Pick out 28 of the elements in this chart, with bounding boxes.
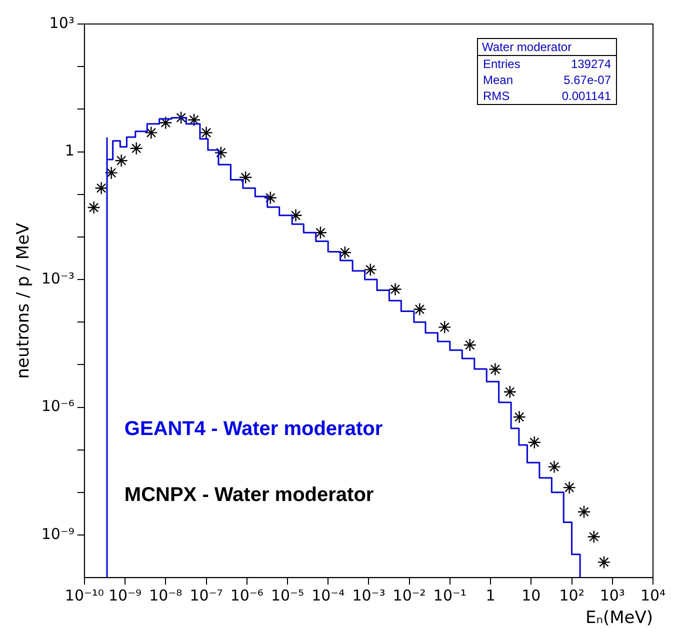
series-label: GEANT4 - Water moderator [124, 418, 383, 440]
x-tick-label: 1 [486, 586, 496, 604]
y-tick-label: 10⁻⁶ [41, 397, 74, 416]
text: RMS 0.001141 [483, 89, 611, 103]
x-tick-label: 10³ [600, 586, 625, 604]
x-tick-label: 10⁻⁶ [230, 586, 264, 604]
x-tick-label: 10⁻⁹ [108, 586, 142, 604]
x-tick-label: 10⁻⁸ [149, 586, 182, 604]
annotation: Water moderator [478, 39, 616, 56]
x-tick-label: 10⁻¹⁰ [64, 586, 104, 604]
x-tick-label: 10⁻⁴ [312, 586, 345, 604]
x-tick-label: 10 [522, 586, 541, 604]
text: Entries 139274 [483, 57, 611, 71]
x-tick-label: 10⁻³ [352, 586, 386, 604]
y-tick-label: 1 [64, 142, 74, 160]
x-tick-label: 10⁻¹ [433, 586, 466, 604]
text: Mean 5.67e-07 [483, 73, 611, 87]
text: MCNPX - Water moderator [124, 484, 374, 506]
x-axis-title: Eₙ(MeV) [585, 608, 653, 628]
x-tick-label: 10⁻² [392, 586, 426, 604]
y-tick-label: 10³ [49, 14, 74, 32]
y-axis-title: neutrons / p / MeV [14, 222, 34, 379]
x-tick-label: 10⁻⁷ [190, 586, 223, 604]
x-tick-label: 10⁻⁵ [270, 586, 304, 604]
x-tick-label: 10⁴ [640, 586, 666, 604]
y-tick-label: 10⁻⁹ [41, 524, 74, 543]
y-tick-label: 10⁻³ [41, 269, 74, 288]
x-tick-label: 10² [559, 586, 584, 604]
